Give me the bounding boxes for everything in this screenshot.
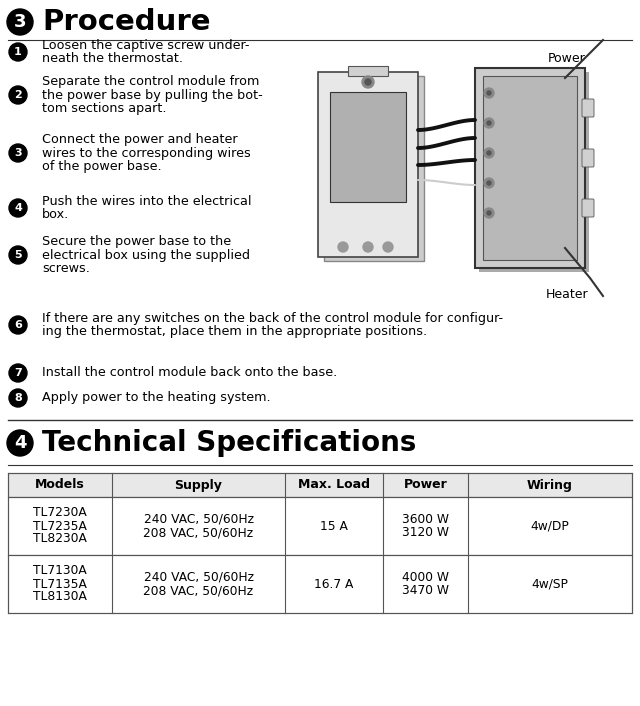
Text: Install the control module back onto the base.: Install the control module back onto the…	[42, 366, 337, 380]
Text: Power: Power	[548, 52, 586, 64]
Text: ing the thermostat, place them in the appropriate positions.: ing the thermostat, place them in the ap…	[42, 325, 427, 338]
Text: 240 VAC, 50/60Hz: 240 VAC, 50/60Hz	[143, 513, 253, 526]
Text: 208 VAC, 50/60Hz: 208 VAC, 50/60Hz	[143, 526, 253, 539]
Text: 4: 4	[13, 434, 26, 452]
Text: TL7130A: TL7130A	[33, 565, 87, 578]
Text: 5: 5	[14, 250, 22, 260]
FancyBboxPatch shape	[318, 72, 418, 257]
Circle shape	[487, 181, 491, 185]
Text: box.: box.	[42, 208, 69, 221]
FancyBboxPatch shape	[8, 555, 632, 613]
Text: Procedure: Procedure	[42, 8, 211, 36]
Text: 4w/SP: 4w/SP	[532, 578, 568, 590]
FancyBboxPatch shape	[479, 72, 589, 272]
Text: 15 A: 15 A	[320, 520, 348, 532]
Text: Max. Load: Max. Load	[298, 479, 370, 491]
Text: Heater: Heater	[546, 289, 588, 301]
Text: Models: Models	[35, 479, 85, 491]
Text: Power: Power	[404, 479, 447, 491]
Text: Apply power to the heating system.: Apply power to the heating system.	[42, 392, 271, 405]
Text: TL7235A: TL7235A	[33, 520, 87, 532]
Text: 3: 3	[14, 148, 22, 158]
FancyBboxPatch shape	[582, 99, 594, 117]
Circle shape	[487, 211, 491, 215]
FancyBboxPatch shape	[582, 149, 594, 167]
Circle shape	[487, 151, 491, 155]
Text: TL7230A: TL7230A	[33, 506, 87, 520]
Text: 3470 W: 3470 W	[402, 584, 449, 597]
FancyBboxPatch shape	[348, 66, 388, 76]
Text: Wiring: Wiring	[527, 479, 573, 491]
Text: tom sections apart.: tom sections apart.	[42, 102, 166, 115]
Text: 1: 1	[14, 47, 22, 57]
Circle shape	[9, 199, 27, 217]
Text: 3: 3	[13, 13, 26, 31]
Text: 7: 7	[14, 368, 22, 378]
Text: Connect the power and heater: Connect the power and heater	[42, 133, 237, 146]
Text: Supply: Supply	[175, 479, 223, 491]
Text: 240 VAC, 50/60Hz: 240 VAC, 50/60Hz	[143, 571, 253, 584]
Text: screws.: screws.	[42, 262, 90, 275]
Circle shape	[7, 430, 33, 456]
Circle shape	[484, 88, 494, 98]
Text: electrical box using the supplied: electrical box using the supplied	[42, 249, 250, 261]
Text: 3120 W: 3120 W	[402, 526, 449, 539]
Text: 4w/DP: 4w/DP	[531, 520, 570, 532]
Circle shape	[9, 389, 27, 407]
Text: Technical Specifications: Technical Specifications	[42, 429, 417, 457]
Text: 16.7 A: 16.7 A	[314, 578, 354, 590]
Circle shape	[7, 9, 33, 35]
Circle shape	[487, 91, 491, 95]
Circle shape	[484, 148, 494, 158]
Text: Push the wires into the electrical: Push the wires into the electrical	[42, 195, 252, 208]
Circle shape	[362, 76, 374, 88]
Text: Loosen the captive screw under-: Loosen the captive screw under-	[42, 39, 250, 52]
Circle shape	[487, 121, 491, 125]
Circle shape	[363, 242, 373, 252]
FancyBboxPatch shape	[8, 473, 632, 497]
Text: Separate the control module from: Separate the control module from	[42, 75, 259, 88]
Circle shape	[484, 118, 494, 128]
Circle shape	[383, 242, 393, 252]
Text: TL8130A: TL8130A	[33, 590, 87, 604]
Circle shape	[9, 364, 27, 382]
Text: wires to the corresponding wires: wires to the corresponding wires	[42, 147, 251, 160]
Text: 8: 8	[14, 393, 22, 403]
FancyBboxPatch shape	[8, 497, 632, 555]
Text: 208 VAC, 50/60Hz: 208 VAC, 50/60Hz	[143, 584, 253, 597]
Text: neath the thermostat.: neath the thermostat.	[42, 52, 183, 65]
Circle shape	[9, 316, 27, 334]
Text: 2: 2	[14, 90, 22, 100]
Text: the power base by pulling the bot-: the power base by pulling the bot-	[42, 88, 263, 102]
Text: of the power base.: of the power base.	[42, 160, 162, 173]
Text: 6: 6	[14, 320, 22, 330]
FancyBboxPatch shape	[483, 76, 577, 260]
Circle shape	[9, 246, 27, 264]
Circle shape	[9, 86, 27, 104]
Circle shape	[9, 43, 27, 61]
Circle shape	[484, 178, 494, 188]
FancyBboxPatch shape	[475, 68, 585, 268]
Circle shape	[365, 79, 371, 85]
Text: 3600 W: 3600 W	[402, 513, 449, 526]
Circle shape	[9, 144, 27, 162]
FancyBboxPatch shape	[324, 76, 424, 261]
Text: 4: 4	[14, 203, 22, 213]
Circle shape	[484, 208, 494, 218]
FancyBboxPatch shape	[330, 92, 406, 202]
Text: TL8230A: TL8230A	[33, 532, 87, 546]
Text: Secure the power base to the: Secure the power base to the	[42, 235, 231, 248]
Text: If there are any switches on the back of the control module for configur-: If there are any switches on the back of…	[42, 312, 503, 325]
Circle shape	[338, 242, 348, 252]
FancyBboxPatch shape	[582, 199, 594, 217]
Text: TL7135A: TL7135A	[33, 578, 87, 590]
Text: 4000 W: 4000 W	[402, 571, 449, 584]
